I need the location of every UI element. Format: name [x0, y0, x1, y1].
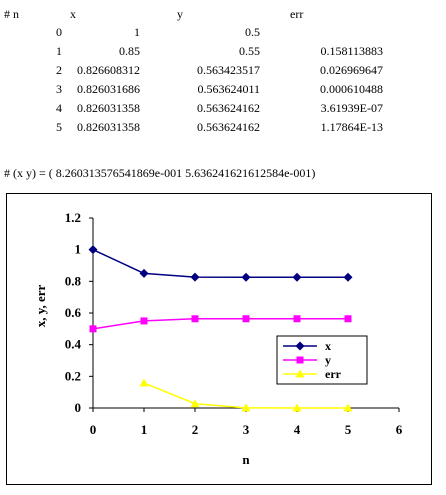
data-point-y [89, 325, 97, 333]
data-point-y [140, 317, 148, 325]
y-tick-label: 0.6 [65, 305, 82, 320]
x-tick-label: 2 [192, 422, 199, 437]
data-point-err [241, 403, 251, 412]
table-cell: 0.826608312 [77, 63, 140, 77]
series-x [88, 245, 353, 282]
x-tick-label: 5 [345, 422, 352, 437]
table-cell: 3.61939E-07 [320, 101, 383, 115]
data-point-y [191, 315, 199, 323]
table-cell: 0.563624162 [197, 120, 260, 134]
data-point-err [139, 378, 149, 387]
chart-ticks: 0 0.2 0.4 0.6 0.8 1 1.2 0 1 2 3 4 5 6 [65, 210, 403, 437]
y-tick-label: 0.4 [65, 337, 82, 352]
legend-label-y: y [325, 353, 331, 367]
data-point-x [139, 268, 149, 278]
data-point-y [242, 315, 250, 323]
col-header-x: x [70, 7, 76, 21]
line-chart: 0 0.2 0.4 0.6 0.8 1 1.2 0 1 2 3 4 5 6 n x, y, err xye… [33, 210, 403, 467]
x-tick-label: 3 [243, 422, 250, 437]
table-cell: 0 [56, 25, 62, 39]
col-header-err: err [290, 7, 304, 21]
col-header-n: # n [4, 7, 19, 21]
legend-label-x: x [325, 339, 331, 353]
table-cell: 0.026969647 [320, 63, 383, 77]
table-cell: 2 [56, 63, 62, 77]
data-point-err [190, 399, 200, 408]
series-err [139, 378, 353, 412]
data-point-x [190, 272, 200, 282]
legend-marker-err [295, 369, 305, 378]
series-line-x [92, 248, 348, 278]
table-cell: 5 [56, 120, 62, 134]
table-cell: 1 [56, 44, 62, 58]
data-point-y [293, 315, 301, 323]
table-cell: 0.563624011 [197, 82, 260, 96]
table-cell: 0.85 [119, 44, 140, 58]
x-tick-label: 4 [294, 422, 301, 437]
series-line-y [92, 318, 348, 330]
x-tick-label: 1 [141, 422, 148, 437]
table-cell: 0.826031358 [77, 101, 140, 115]
legend-marker-x [295, 341, 305, 351]
data-point-y [344, 315, 352, 323]
table-cell: 1 [134, 25, 140, 39]
table-cell: 0.158113883 [320, 44, 383, 58]
x-axis-label: n [242, 452, 250, 467]
table-cell: 0.563423517 [197, 63, 260, 77]
data-point-err [343, 403, 353, 412]
chart-lines [88, 245, 353, 412]
y-tick-label: 1.2 [65, 210, 81, 225]
y-axis-label: x, y, err [33, 284, 48, 327]
data-point-x [343, 272, 353, 282]
table-cell: 0.5 [245, 25, 260, 39]
y-tick-label: 0.2 [65, 368, 81, 383]
table-cell: 0.563624162 [197, 101, 260, 115]
legend-marker-y [296, 356, 304, 364]
table-cell: 0.55 [239, 44, 260, 58]
table-cell: 0.826031358 [77, 120, 140, 134]
table-cell: 3 [56, 82, 62, 96]
table-cell: 1.17864E-13 [320, 120, 383, 134]
data-point-x [292, 272, 302, 282]
y-tick-label: 1 [75, 242, 82, 257]
table-cell: 4 [56, 101, 62, 115]
table-cell: 0.000610488 [320, 82, 383, 96]
series-y [89, 315, 352, 333]
col-header-y: y [177, 7, 183, 21]
y-tick-label: 0.8 [65, 273, 82, 288]
result-line: # (x y) = ( 8.260313576541869e-001 5.636… [4, 166, 316, 180]
data-point-x [241, 272, 251, 282]
data-point-x [88, 245, 98, 255]
x-tick-label: 0 [90, 422, 97, 437]
table-cell: 0.826031686 [77, 82, 140, 96]
legend-label-err: err [325, 367, 342, 381]
y-tick-label: 0 [75, 400, 82, 415]
data-point-err [292, 403, 302, 412]
x-tick-label: 6 [396, 422, 403, 437]
